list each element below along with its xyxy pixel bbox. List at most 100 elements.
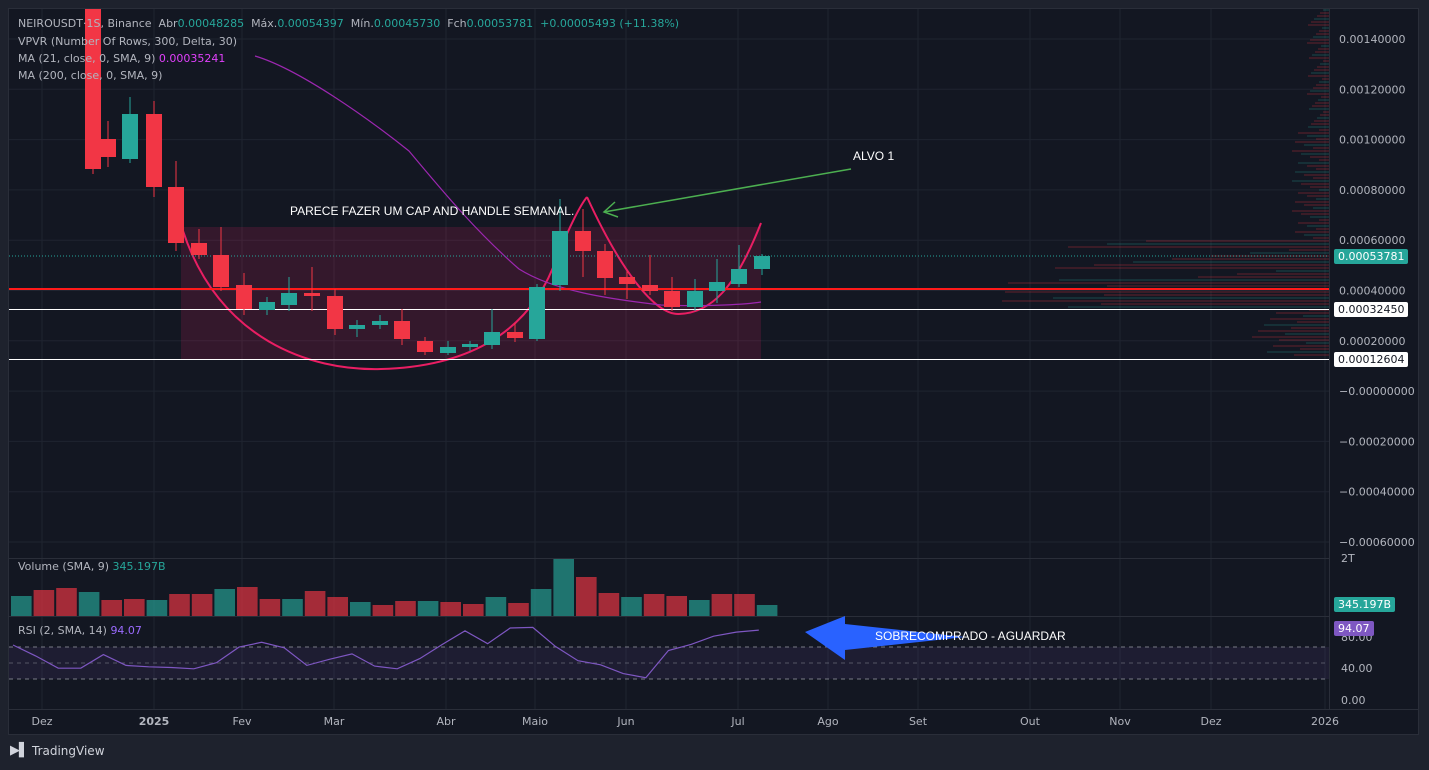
volume-bar <box>508 603 529 616</box>
candle-body <box>213 255 229 287</box>
time-axis-label: 2025 <box>139 715 170 728</box>
legend-ma200[interactable]: MA (200, close, 0, SMA, 9) <box>18 69 163 82</box>
candle-body <box>85 9 101 169</box>
volume-bar <box>78 592 100 616</box>
volume-bar <box>485 597 507 616</box>
legend-rsi[interactable]: RSI (2, SMA, 14) 94.07 <box>18 624 142 637</box>
candle-body <box>168 187 184 243</box>
volume-axis-top: 2T <box>1341 552 1355 565</box>
time-axis-label: Dez <box>31 715 52 728</box>
volume-value-tag: 345.197B <box>1334 597 1396 612</box>
time-axis-label: Dez <box>1200 715 1221 728</box>
candles <box>85 9 770 355</box>
legend-vpvr[interactable]: VPVR (Number Of Rows, 300, Delta, 30) <box>18 35 238 48</box>
support-1-tag: 0.00032450 <box>1334 302 1409 317</box>
candle-body <box>552 231 568 285</box>
volume-bar <box>191 594 213 616</box>
volume-bar <box>214 589 235 616</box>
time-axis-label: Maio <box>522 715 548 728</box>
candle-body <box>507 332 523 338</box>
time-axis-label: Fev <box>232 715 251 728</box>
time-axis: Dez 2025 Fev Mar Abr Maio Jun Jul Ago Set Out Nov De… <box>31 715 1339 728</box>
volume-bar <box>169 594 190 616</box>
candle-body <box>575 231 591 251</box>
candle-body <box>394 321 410 339</box>
volume-bar <box>643 594 665 616</box>
candle-body <box>664 291 680 307</box>
time-axis-label: Set <box>909 715 928 728</box>
time-axis-label: Out <box>1020 715 1041 728</box>
volume-bar <box>666 596 687 616</box>
rsi-axis-label: 40.00 <box>1341 662 1373 675</box>
time-axis-label: 2026 <box>1311 715 1339 728</box>
price-axis-label: −0.00040000 <box>1339 486 1415 499</box>
candle-body <box>146 114 162 187</box>
volume-bar <box>530 589 552 616</box>
legend-ma21[interactable]: MA (21, close, 0, SMA, 9) 0.00035241 <box>18 52 226 65</box>
time-axis-label: Jun <box>616 715 634 728</box>
volume-bar <box>124 599 145 616</box>
volume-bar <box>101 600 122 616</box>
price-axis-label: −0.00000000 <box>1339 385 1415 398</box>
candle-body <box>327 296 343 329</box>
chart-canvas[interactable]: 0.00140000 0.00120000 0.00100000 0.00080000… <box>9 9 1419 735</box>
candle-body <box>281 293 297 305</box>
candle-body <box>709 282 725 291</box>
time-axis-label: Abr <box>436 715 456 728</box>
last-price-tag: 0.00053781 <box>1334 249 1409 264</box>
candle-body <box>191 243 207 255</box>
price-axis-label: 0.00140000 <box>1339 33 1405 46</box>
candle-body <box>304 293 320 296</box>
volume-bar <box>711 594 733 616</box>
legend-ohlc: NEIROUSDT·1S, Binance Abr0.00048285 Máx.… <box>18 17 680 30</box>
annotation-rsi-note: SOBRECOMPRADO - AGUARDAR <box>875 629 1066 643</box>
tradingview-brand: TradingView <box>32 743 105 758</box>
volume-bar <box>734 594 755 616</box>
time-axis-label: Jul <box>730 715 744 728</box>
volume-bar <box>11 596 32 616</box>
volume-profile <box>1002 9 1329 356</box>
volume-bar <box>237 587 258 616</box>
candle-body <box>619 277 635 284</box>
annotation-pattern: PARECE FAZER UM CAP AND HANDLE SEMANAL. <box>290 204 574 218</box>
volume-bar <box>282 599 303 616</box>
volume-bar <box>417 601 439 616</box>
candle-body <box>259 302 275 310</box>
volume-bar <box>327 597 348 616</box>
price-axis-label: 0.00080000 <box>1339 184 1405 197</box>
candle-body <box>597 251 613 278</box>
volume-bar <box>350 602 371 616</box>
volume-bars <box>11 559 778 616</box>
price-axis-label: −0.00020000 <box>1339 435 1415 448</box>
volume-bar <box>304 591 326 616</box>
volume-bar <box>259 599 281 616</box>
rsi-value-tag: 94.07 <box>1334 621 1374 636</box>
candle-body <box>349 325 365 329</box>
candle-body <box>440 347 456 353</box>
rsi-note-arrow <box>805 616 965 660</box>
chart-frame[interactable]: 0.00140000 0.00120000 0.00100000 0.00080000… <box>8 8 1419 735</box>
volume-bar <box>598 593 620 616</box>
candle-body <box>529 287 545 339</box>
tradingview-logo-icon: ▶▌ <box>10 743 29 758</box>
time-axis-label: Ago <box>817 715 839 728</box>
price-axis-label: 0.00060000 <box>1339 234 1405 247</box>
support-2-tag: 0.00012604 <box>1334 352 1409 367</box>
target-arrow <box>602 168 852 218</box>
price-axis-label: −0.00060000 <box>1339 536 1415 549</box>
volume-bar <box>372 605 394 616</box>
annotation-target: ALVO 1 <box>853 149 894 163</box>
price-axis-label: 0.00020000 <box>1339 335 1405 348</box>
volume-bar <box>146 600 168 616</box>
rsi-band <box>9 647 1329 679</box>
candle-body <box>462 344 478 347</box>
candle-body <box>417 341 433 352</box>
candle-body <box>687 291 703 307</box>
candle-body <box>642 285 658 291</box>
volume-bar <box>756 605 778 616</box>
tradingview-footer[interactable]: ▶▌ TradingView <box>10 743 105 758</box>
candle-body <box>372 321 388 325</box>
volume-bar <box>440 602 461 616</box>
legend-volume[interactable]: Volume (SMA, 9) 345.197B <box>18 560 166 573</box>
candle-body <box>731 269 747 284</box>
